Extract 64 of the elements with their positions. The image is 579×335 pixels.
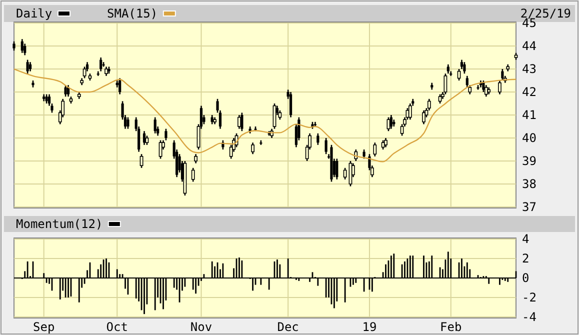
x-tick-label: Feb — [440, 320, 462, 334]
y-tick-label: 39 — [522, 154, 536, 168]
candlestick — [45, 94, 48, 104]
candlestick — [140, 153, 144, 169]
candlestick — [142, 130, 146, 146]
candlestick — [191, 167, 195, 182]
candlestick — [26, 59, 29, 74]
candlestick — [118, 78, 122, 95]
x-tick-label: 19 — [362, 320, 377, 334]
x-tick-label: Oct — [106, 320, 128, 334]
candlestick — [390, 114, 392, 130]
candlestick — [104, 66, 108, 77]
candlestick — [238, 114, 241, 130]
x-tick-label: Sep — [33, 320, 55, 334]
candlestick — [408, 102, 412, 120]
legend-label: Daily — [16, 6, 52, 21]
y-tick-label: 38 — [522, 177, 536, 192]
candlestick — [28, 61, 32, 72]
candlestick — [64, 84, 67, 98]
candlestick — [154, 116, 156, 134]
y-tick-label: 4 — [522, 232, 530, 246]
legend-label: Momentum(12) — [16, 217, 103, 232]
x-tick-label: Nov — [190, 320, 212, 334]
y-tick-label: 43 — [522, 62, 536, 76]
candlestick — [501, 68, 504, 82]
candlestick — [498, 80, 502, 95]
y-tick-label: 41 — [522, 108, 536, 122]
candlestick — [336, 158, 338, 180]
candlestick — [20, 38, 24, 54]
y-tick-label: 40 — [522, 131, 536, 146]
y-tick-label: -4 — [522, 310, 536, 324]
y-tick-label: 2 — [522, 252, 530, 266]
candlestick — [438, 94, 442, 104]
candlestick — [316, 132, 320, 146]
candlestick — [278, 110, 282, 120]
candlestick — [164, 128, 168, 141]
candlestick — [12, 40, 16, 52]
candlestick — [126, 116, 130, 130]
candlestick — [384, 137, 388, 148]
candlestick — [446, 64, 450, 74]
candlestick — [324, 137, 328, 155]
y-tick-label: 0 — [522, 271, 530, 286]
candlestick — [251, 142, 254, 155]
candlestick — [460, 59, 464, 70]
candlestick — [482, 80, 485, 93]
y-tick-label: -2 — [522, 290, 536, 305]
candlestick — [386, 116, 390, 132]
candlestick — [82, 66, 86, 79]
legend-label: SMA(15) — [107, 6, 158, 21]
y-tick-label: 44 — [522, 39, 536, 54]
candlestick — [289, 91, 292, 118]
candlestick — [194, 153, 198, 164]
candlestick — [422, 110, 426, 125]
candlestick — [444, 72, 448, 95]
candlestick — [373, 142, 377, 158]
candlestick — [145, 135, 149, 146]
candlestick — [24, 43, 26, 56]
candlestick — [484, 84, 488, 98]
candlestick — [240, 112, 244, 132]
candlestick — [463, 61, 466, 74]
x-tick-label: Dec — [277, 320, 299, 334]
y-tick-label: 42 — [522, 85, 536, 100]
candlestick — [100, 56, 102, 72]
y-tick-label: 37 — [522, 200, 536, 214]
